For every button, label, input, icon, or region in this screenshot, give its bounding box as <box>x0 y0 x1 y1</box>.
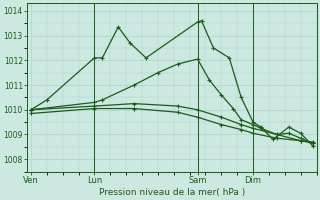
X-axis label: Pression niveau de la mer( hPa ): Pression niveau de la mer( hPa ) <box>99 188 245 197</box>
